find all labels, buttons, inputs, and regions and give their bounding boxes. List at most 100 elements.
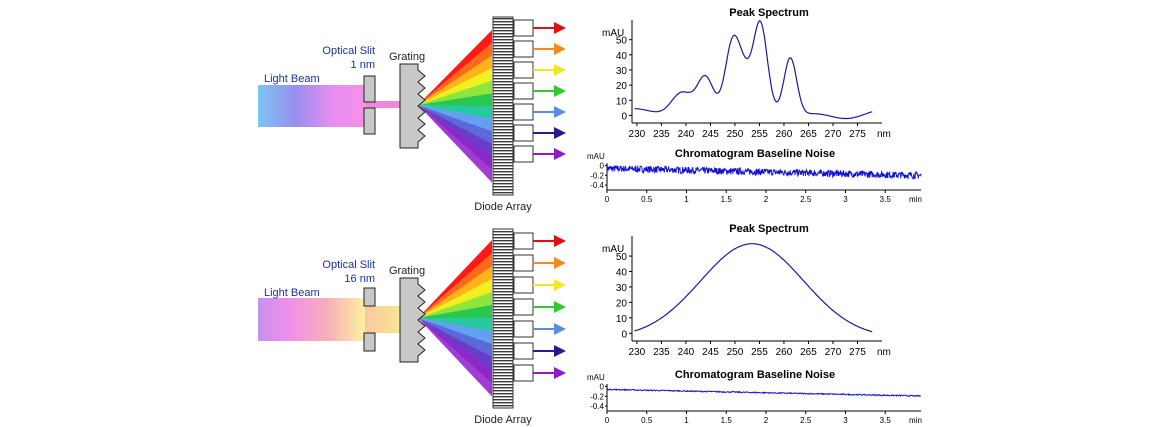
output-arrow-head [554, 85, 566, 97]
x-tick-label: 275 [849, 129, 866, 140]
output-arrow-head [554, 345, 566, 357]
grating [399, 277, 426, 363]
diode-cell [513, 342, 534, 360]
y-tick-label: -0.4 [590, 402, 604, 411]
slit-width-label: 1 nm [351, 59, 375, 71]
x-tick-label: 0.5 [641, 416, 653, 425]
x-tick-label: 255 [751, 129, 768, 140]
x-unit-label: min [909, 416, 922, 425]
y-tick-label: 10 [616, 314, 628, 325]
dispersion-band [418, 105, 492, 183]
diode-cell [513, 82, 534, 100]
x-tick-label: 260 [776, 347, 793, 358]
noise-trace [606, 165, 922, 180]
x-tick-label: 255 [751, 347, 768, 358]
dispersion-band [418, 292, 492, 318]
panel-16nm-slit: Light Beam Optical Slit 16 nm Grating Di… [258, 223, 922, 426]
dispersion-fan [418, 30, 492, 183]
diode-cell [513, 276, 534, 294]
y-tick-label: 0 [600, 161, 605, 170]
x-tick-label: 270 [825, 129, 842, 140]
dispersion-band [418, 80, 492, 105]
diode-array-label: Diode Array [474, 414, 532, 426]
dispersion-band [418, 305, 492, 319]
dispersion-band [418, 55, 492, 105]
spectrum-chart: 0 10 20 30 40 50 230 235 240 245 250 255 260 265 270 27… [602, 7, 891, 140]
grating [399, 63, 426, 149]
spectrum-chart: 0 10 20 30 40 50 230 235 240 245 250 255 260 265 270 27… [602, 223, 891, 358]
light-beam-label: Light Beam [264, 287, 320, 299]
output-arrow-head [554, 323, 566, 335]
y-tick-label: -0.2 [590, 171, 604, 180]
y-tick-label: 50 [616, 36, 628, 47]
dispersion-band [418, 318, 492, 397]
dispersion-band [418, 42, 492, 105]
light-beam [258, 85, 366, 127]
diode-cell [513, 103, 534, 121]
x-tick-label: 2.5 [800, 416, 812, 425]
spectrum-curve [634, 243, 873, 333]
x-tick-label: 235 [653, 347, 670, 358]
x-tick-label: 235 [653, 129, 670, 140]
slit-lower-block [363, 332, 376, 352]
dispersion-band [418, 93, 492, 107]
diode-cells [513, 232, 566, 382]
slit-label: Optical Slit [322, 259, 375, 271]
x-tick-label: 3 [843, 416, 848, 425]
y-tick-label: -0.4 [590, 181, 604, 190]
panel-1nm-slit: Light Beam Optical Slit 1 nm Grating Dio… [258, 7, 922, 213]
beam-through-slit [365, 306, 404, 333]
x-tick-label: 3.5 [880, 416, 892, 425]
x-tick-label: 1.5 [721, 195, 733, 204]
y-tick-label: 20 [616, 298, 628, 309]
spectrum-title: Peak Spectrum [729, 223, 809, 235]
x-tick-label: 0.5 [641, 195, 653, 204]
dispersion-fan [418, 240, 492, 397]
output-arrow-head [554, 127, 566, 139]
y-unit-label: mAU [587, 152, 605, 161]
diode-cell [513, 61, 534, 79]
output-arrow-head [554, 367, 566, 379]
diode-array-label: Diode Array [474, 201, 532, 213]
diode-array [492, 228, 514, 409]
dispersion-band [418, 240, 492, 318]
dispersion-band [418, 253, 492, 318]
slit-lower-block [363, 107, 376, 135]
x-tick-label: 270 [825, 347, 842, 358]
diode-cell [513, 320, 534, 338]
x-tick-label: 260 [776, 129, 793, 140]
output-arrow-head [554, 22, 566, 34]
y-tick-label: 20 [616, 81, 628, 92]
slit-upper-block [363, 287, 376, 307]
y-tick-label: 0 [621, 111, 627, 122]
dispersion-band [418, 266, 492, 318]
grating-label: Grating [389, 265, 425, 277]
y-tick-label: 50 [616, 252, 628, 263]
y-unit-label: mAU [602, 28, 624, 39]
x-tick-label: 250 [727, 129, 744, 140]
x-tick-label: 245 [702, 347, 719, 358]
y-tick-label: 0 [621, 329, 627, 340]
slit-width-label: 16 nm [344, 273, 375, 285]
x-tick-label: 240 [678, 129, 695, 140]
y-tick-label: 40 [616, 51, 628, 62]
x-tick-label: 275 [849, 347, 866, 358]
x-tick-label: 1.5 [721, 416, 733, 425]
y-tick-label: -0.2 [590, 392, 604, 401]
noise-title: Chromatogram Baseline Noise [675, 369, 835, 381]
dispersion-band [418, 68, 492, 105]
output-arrow-head [554, 279, 566, 291]
x-tick-label: 0 [605, 416, 610, 425]
output-arrow-head [554, 43, 566, 55]
x-tick-label: 2.5 [800, 195, 812, 204]
light-beam [258, 298, 365, 341]
x-tick-label: 240 [678, 347, 695, 358]
slit-upper-block [363, 75, 376, 103]
x-tick-label: 1 [684, 195, 689, 204]
spectrum-title: Peak Spectrum [729, 7, 809, 19]
diode-cell [513, 232, 534, 250]
output-arrow-head [554, 106, 566, 118]
